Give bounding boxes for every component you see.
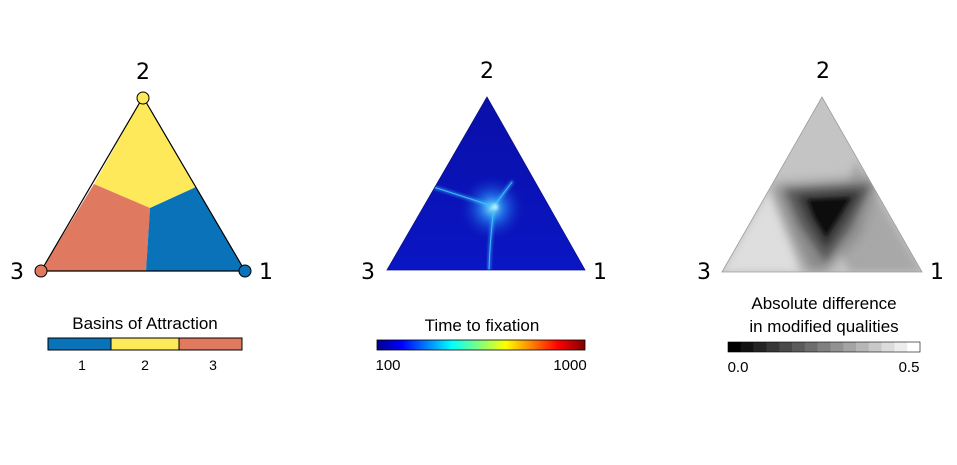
colorbar-step xyxy=(740,342,754,352)
basins-legend-title: Basins of Attraction xyxy=(72,314,218,333)
vertex-marker-3 xyxy=(34,264,48,278)
vertex-label-top: 2 xyxy=(480,59,494,84)
colorbar-step xyxy=(881,342,895,352)
legend-label-2: 2 xyxy=(141,357,149,373)
basin-region-2 xyxy=(94,97,196,208)
colorbar-step xyxy=(868,342,882,352)
colorbar-step xyxy=(907,342,921,352)
fixation-center-glow xyxy=(458,174,526,242)
fixation-ridges xyxy=(428,180,514,270)
basins-legend: 1 2 3 xyxy=(47,337,243,373)
difference-triangle-outline xyxy=(721,96,923,273)
fixation-legend-title: Time to fixation xyxy=(425,316,540,335)
colorbar-step xyxy=(856,342,870,352)
colorbar-step xyxy=(728,342,742,352)
difference-panel: 2 3 1 Absolute difference in modified qu… xyxy=(697,59,944,376)
vertex-label-left: 3 xyxy=(361,260,375,285)
difference-triangle xyxy=(722,97,922,272)
legend-label-3: 3 xyxy=(209,357,217,373)
colorbar-step xyxy=(779,342,793,352)
fixation-triangle xyxy=(387,97,585,270)
colorbar-step xyxy=(792,342,806,352)
vertex-label-top: 2 xyxy=(816,59,830,84)
vertex-marker-1 xyxy=(238,264,252,278)
difference-colorbar-max: 0.5 xyxy=(899,359,920,376)
difference-colorbar-min: 0.0 xyxy=(728,359,749,376)
colorbar-step xyxy=(830,342,844,352)
basins-triangle xyxy=(39,95,247,272)
legend-label-1: 1 xyxy=(78,357,86,373)
colorbar-step xyxy=(766,342,780,352)
vertex-label-left: 3 xyxy=(10,260,24,285)
fixation-triangle-outline xyxy=(386,96,586,271)
vertex-label-left: 3 xyxy=(697,260,711,285)
fixation-colorbar-max: 1000 xyxy=(553,357,586,374)
basins-panel: 2 3 1 Basins of Attraction 1 2 3 xyxy=(10,60,273,373)
legend-swatch-2 xyxy=(110,337,180,351)
vertex-label-right: 1 xyxy=(593,260,607,285)
vertex-label-top: 2 xyxy=(136,60,150,85)
basins-triangle-outline xyxy=(39,95,247,272)
legend-swatch-3 xyxy=(178,337,243,351)
fixation-colorbar xyxy=(376,339,586,351)
fixation-colorbar-min: 100 xyxy=(375,357,400,374)
basin-region-1 xyxy=(146,187,245,271)
colorbar-step xyxy=(804,342,818,352)
basin-region-3 xyxy=(41,184,150,271)
colorbar-step xyxy=(817,342,831,352)
colorbar-step xyxy=(894,342,908,352)
legend-swatch-1 xyxy=(47,337,112,351)
vertex-label-right: 1 xyxy=(259,260,273,285)
vertex-label-right: 1 xyxy=(930,260,944,285)
fixation-panel: 2 3 1 Time to fixation 100 1000 xyxy=(361,59,607,374)
difference-legend-title-line2: in modified qualities xyxy=(749,317,898,336)
vertex-marker-2 xyxy=(136,91,150,105)
colorbar-step xyxy=(843,342,857,352)
difference-colorbar xyxy=(728,342,921,352)
difference-legend-title-line1: Absolute difference xyxy=(751,294,896,313)
colorbar-step xyxy=(753,342,767,352)
